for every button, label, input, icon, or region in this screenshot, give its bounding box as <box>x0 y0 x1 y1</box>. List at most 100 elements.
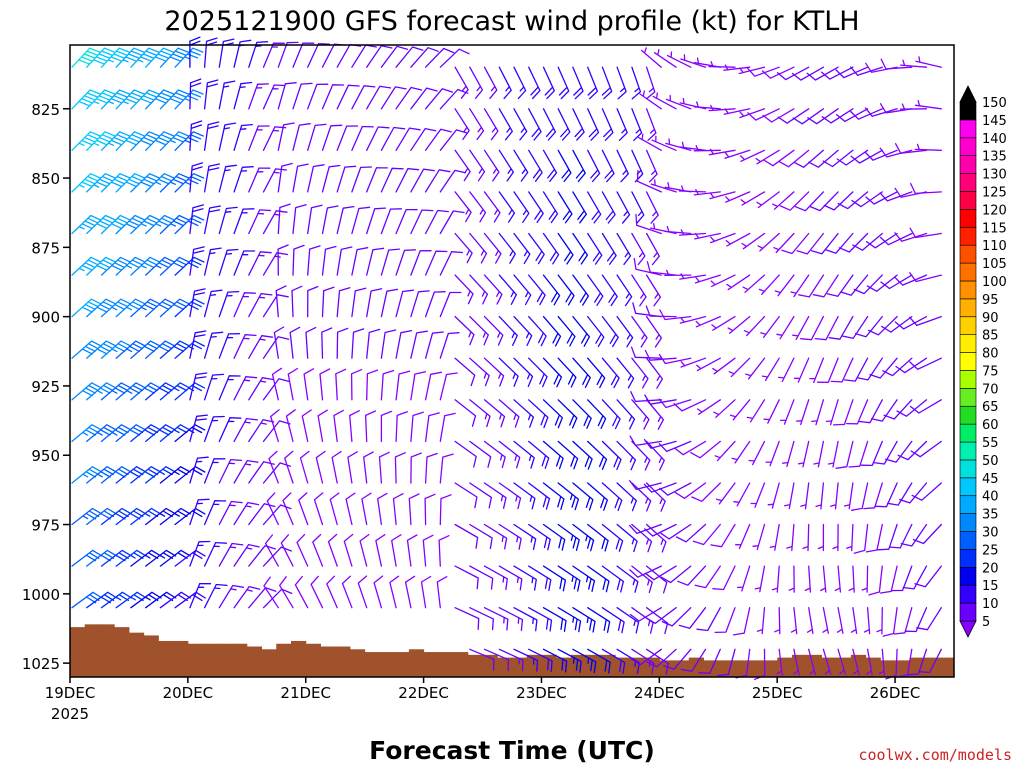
wind-barb <box>513 232 531 265</box>
wind-barb <box>713 399 736 418</box>
wind-barb <box>644 394 677 405</box>
terrain-column <box>261 649 277 677</box>
wind-barb <box>587 274 604 306</box>
wind-barb <box>616 191 631 224</box>
wind-barb <box>850 66 883 76</box>
wind-barb <box>145 131 175 151</box>
wind-barb <box>203 541 228 567</box>
wind-barb <box>424 331 444 359</box>
wind-barb <box>916 607 942 631</box>
wind-barb <box>439 169 467 193</box>
wind-barb <box>366 126 390 151</box>
wind-barb <box>746 66 780 77</box>
colorbar-label: 20 <box>982 561 999 576</box>
wind-barb <box>321 286 335 318</box>
wind-barb <box>781 440 795 468</box>
colorbar-label: 140 <box>982 132 1007 147</box>
wind-barb <box>809 191 839 212</box>
wind-barb <box>307 245 321 276</box>
wind-barb <box>366 45 393 68</box>
wind-barb <box>454 607 480 630</box>
y-tick-label: 875 <box>31 239 60 257</box>
colorbar-swatch <box>959 495 977 514</box>
wind-barb <box>159 340 191 359</box>
wind-barb <box>756 607 766 635</box>
terrain-column <box>497 657 513 677</box>
wind-barb <box>159 89 190 110</box>
wind-barb <box>321 84 345 110</box>
wind-barb <box>885 440 913 463</box>
colorbar-swatch <box>959 549 977 568</box>
wind-barb <box>693 145 721 152</box>
wind-barb <box>739 149 766 162</box>
colorbar: 5 10 15 20 25 30 35 40 45 50 55 60 65 70 75 80 85 90 95 100… <box>959 85 1007 638</box>
colorbar-label: 105 <box>982 257 1007 272</box>
wind-barb <box>203 373 225 401</box>
wind-barb <box>587 149 601 183</box>
wind-barb <box>693 57 721 68</box>
wind-barb <box>572 482 594 511</box>
wind-barb <box>513 66 527 100</box>
wind-barb <box>863 482 883 510</box>
wind-barb <box>557 315 576 347</box>
colorbar-label: 60 <box>982 418 999 433</box>
y-tick-label: 1025 <box>22 655 60 673</box>
wind-barb <box>469 108 485 141</box>
wind-barb <box>454 565 479 590</box>
wind-barb <box>513 523 537 551</box>
wind-barb <box>498 607 524 631</box>
wind-barb <box>572 357 591 388</box>
wind-barb <box>893 607 913 635</box>
colorbar-label: 100 <box>982 275 1007 290</box>
wind-barb <box>679 273 707 280</box>
wind-barb <box>769 523 780 551</box>
wind-barb <box>616 315 634 348</box>
wind-barb <box>653 48 677 68</box>
wind-barb <box>233 334 257 359</box>
wind-barb <box>498 648 524 672</box>
wind-barb <box>336 205 355 235</box>
wind-barb <box>542 523 566 551</box>
wind-barb <box>498 482 522 510</box>
x-axis-label: Forecast Time (UTC) <box>369 736 655 765</box>
wind-barb <box>779 191 810 211</box>
wind-barb <box>557 108 571 141</box>
colorbar-label: 35 <box>982 508 999 523</box>
wind-barb <box>248 461 275 484</box>
wind-barb <box>850 149 883 164</box>
terrain-column <box>747 660 763 677</box>
wind-barb <box>645 482 666 512</box>
wind-barb <box>145 256 176 276</box>
wind-barb <box>557 565 581 592</box>
wind-barb <box>203 415 225 443</box>
wind-barb <box>557 232 574 265</box>
colorbar-swatch <box>959 602 977 622</box>
wind-barb <box>424 128 452 151</box>
colorbar-swatch <box>959 244 977 264</box>
wind-barb <box>86 382 117 401</box>
wind-barb <box>643 482 677 493</box>
wind-barb <box>914 143 942 151</box>
wind-barb <box>694 274 721 284</box>
wind-barb <box>911 482 942 501</box>
wind-barb <box>774 607 781 635</box>
terrain-column <box>806 654 822 677</box>
wind-barb <box>542 108 557 141</box>
wind-barb <box>233 543 260 567</box>
wind-barb <box>557 523 580 551</box>
wind-barb <box>852 648 860 676</box>
wind-barb <box>779 399 795 425</box>
wind-barb <box>542 191 559 224</box>
wind-barb <box>848 440 869 468</box>
wind-barb <box>557 440 579 470</box>
wind-barb <box>321 164 341 193</box>
colorbar-swatch <box>959 388 977 407</box>
wind-barb <box>557 399 578 429</box>
y-tick-label: 1000 <box>22 586 60 604</box>
wind-barb <box>912 523 942 545</box>
wind-barb <box>279 576 294 609</box>
wind-barb <box>869 357 898 379</box>
wind-barb <box>380 45 409 68</box>
wind-barb <box>454 232 473 264</box>
wind-barb <box>914 99 942 110</box>
